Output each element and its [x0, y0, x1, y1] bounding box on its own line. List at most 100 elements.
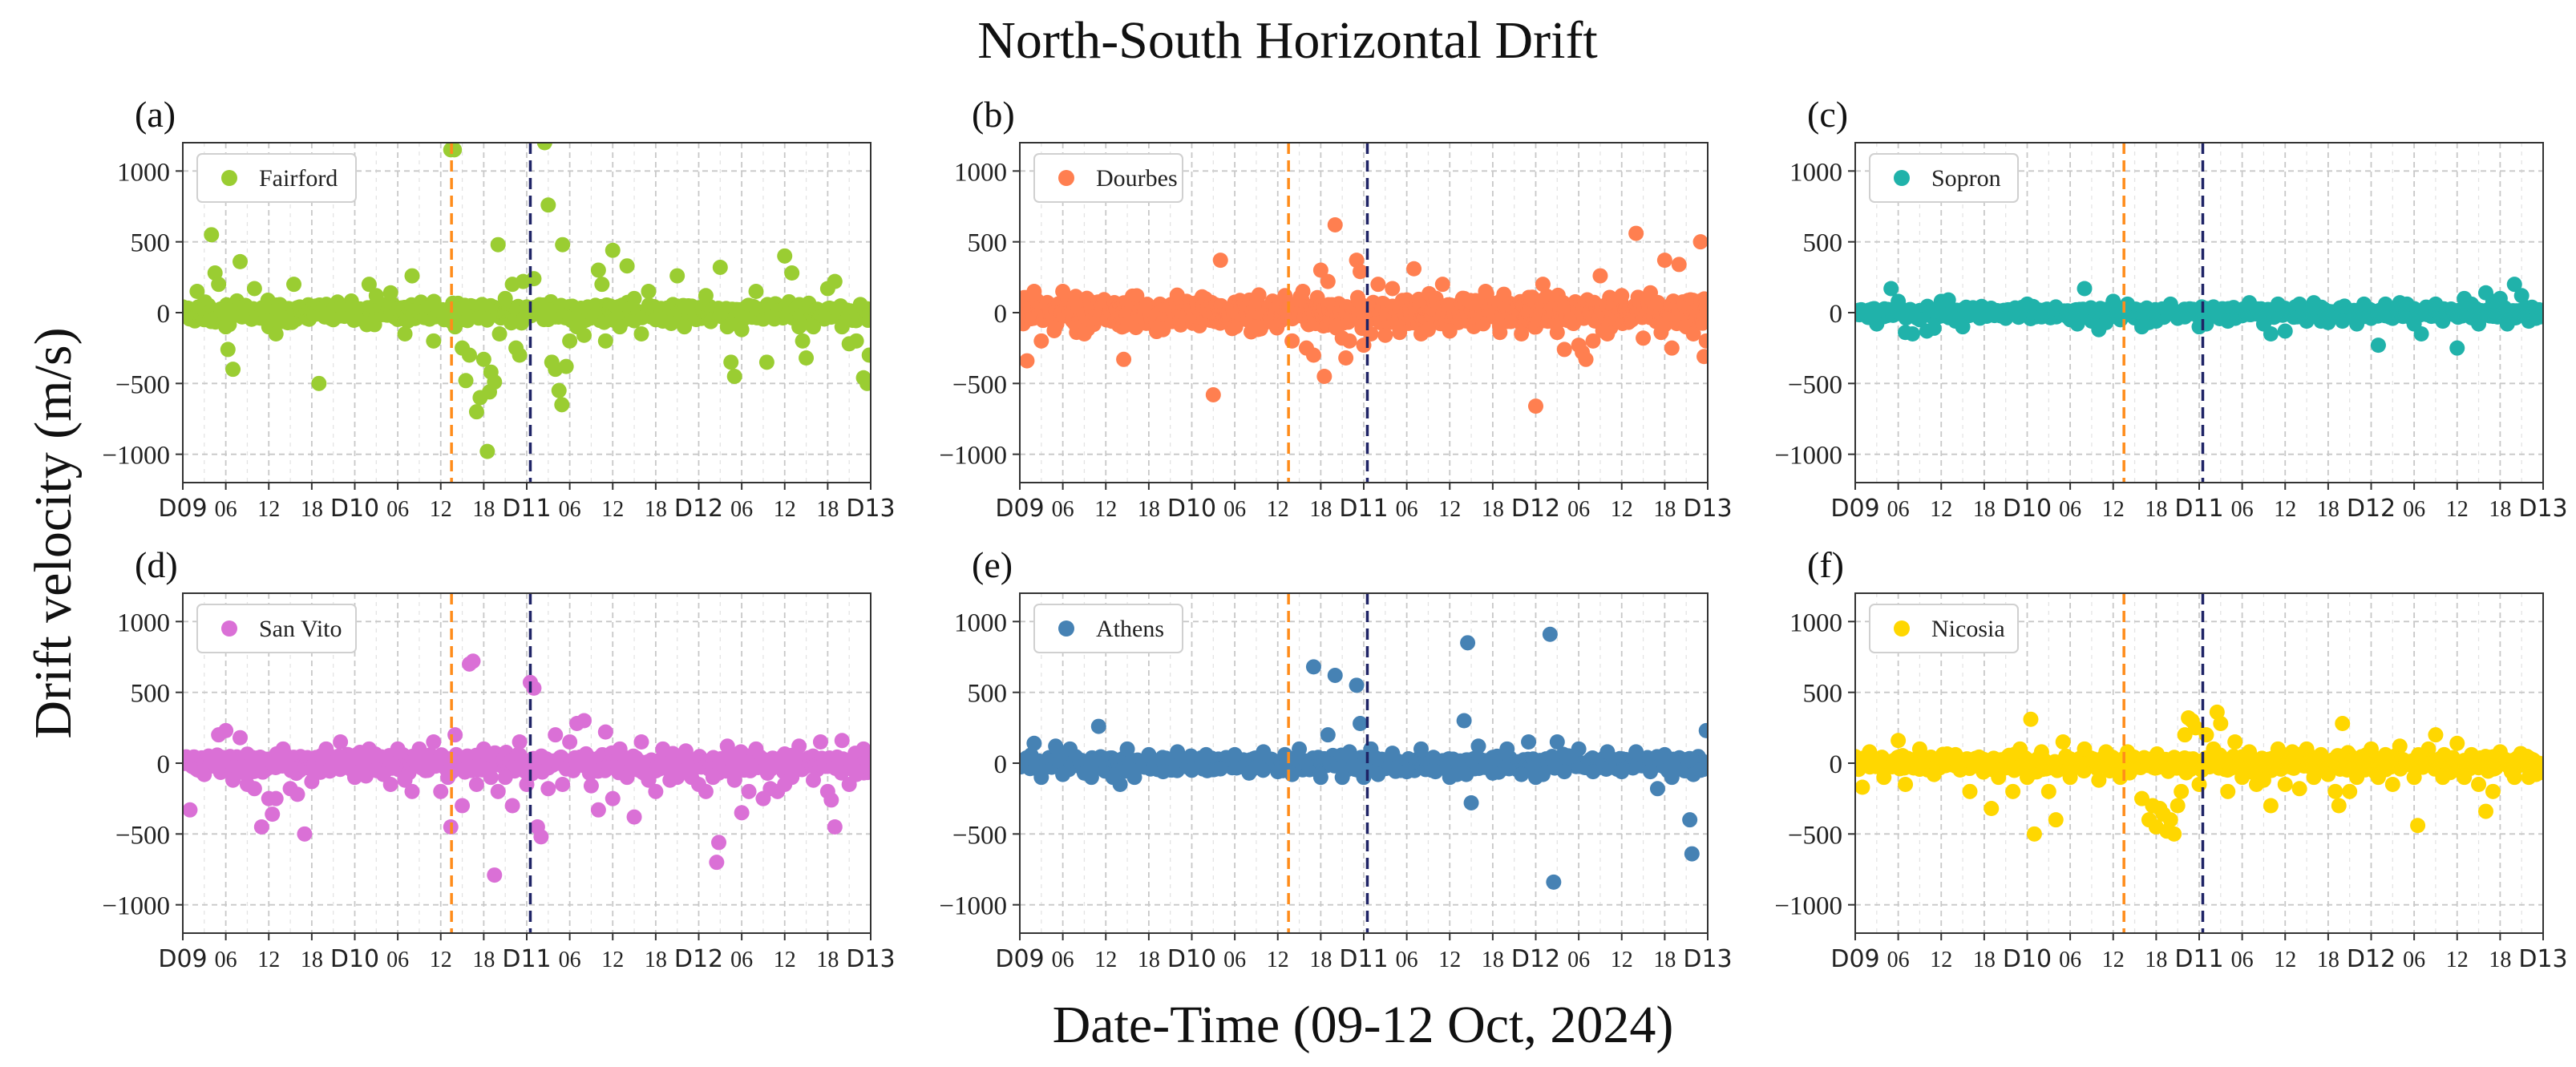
y-tick-label: 1000 [117, 608, 170, 637]
data-point-outlier [519, 299, 535, 315]
x-tick-label: 12 [430, 948, 452, 972]
data-point-outlier [791, 319, 807, 335]
data-point-outlier [576, 327, 592, 343]
data-point-outlier [1998, 310, 2014, 326]
data-point-outlier [526, 271, 542, 287]
x-tick-label: 12 [1611, 948, 1633, 972]
data-point-outlier [1033, 333, 1049, 349]
y-tick-label: 1000 [954, 158, 1007, 187]
x-tick-label: 18 [301, 497, 323, 522]
y-tick-label: 500 [131, 229, 171, 258]
data-point-outlier [1460, 635, 1476, 651]
data-point-outlier [1316, 369, 1332, 384]
x-tick-label: 18 [472, 948, 495, 972]
x-tick-label: 18 [2317, 497, 2339, 522]
data-point-outlier [462, 347, 477, 363]
data-point-outlier [519, 777, 535, 792]
data-point-outlier [861, 347, 871, 363]
legend-box [1869, 153, 2019, 203]
x-tick-label: D10 [1167, 495, 1216, 523]
scatter-points [1855, 704, 2543, 842]
data-point-outlier [806, 772, 821, 788]
data-point-outlier [748, 284, 764, 299]
data-point-outlier [2048, 299, 2064, 315]
data-point-outlier [562, 734, 578, 750]
data-point [1251, 287, 1267, 303]
data-point-outlier [1599, 326, 1616, 342]
data-point-outlier [265, 806, 281, 822]
data-point-outlier [555, 777, 571, 792]
data-point-outlier [1184, 762, 1199, 778]
data-point-outlier [1585, 333, 1601, 349]
x-tick-label: 06 [1052, 948, 1074, 972]
data-point-outlier [1684, 846, 1700, 862]
data-point-outlier [1284, 333, 1300, 349]
x-tick-label: 18 [2489, 497, 2511, 522]
data-point-outlier [1514, 766, 1530, 782]
data-point-outlier [734, 321, 750, 337]
data-point-outlier [1277, 746, 1293, 762]
x-tick-label: 06 [1396, 497, 1418, 522]
x-tick-label: 12 [1930, 497, 1952, 522]
data-point-outlier [497, 770, 513, 786]
data-point-outlier [726, 369, 742, 384]
legend-box [1033, 604, 1183, 653]
data-point-outlier [211, 277, 227, 293]
data-point-outlier [491, 326, 508, 342]
data-point-outlier [1385, 281, 1401, 297]
data-point-outlier [1585, 764, 1601, 780]
legend-box [196, 604, 357, 653]
data-point-outlier [204, 227, 220, 243]
data-point-outlier [848, 766, 864, 782]
data-point-outlier [1055, 284, 1071, 299]
data-point-outlier [1170, 744, 1186, 760]
data-point-outlier [626, 290, 642, 306]
data-point-outlier [576, 713, 592, 729]
data-point-outlier [2428, 296, 2444, 312]
data-point-outlier [2148, 313, 2164, 329]
data-point-outlier [512, 734, 528, 750]
data-point-outlier [698, 288, 714, 304]
data-point-outlier [784, 265, 800, 281]
x-tick-label: 06 [1567, 948, 1590, 972]
x-tick-label: 06 [386, 948, 409, 972]
data-point-outlier [286, 277, 302, 293]
data-point-outlier [2113, 312, 2129, 328]
data-point-outlier [268, 326, 284, 342]
data-point-outlier [2263, 326, 2279, 342]
data-point-outlier [220, 342, 236, 358]
data-point-outlier [275, 741, 291, 757]
data-point-outlier [551, 382, 567, 398]
x-tick-label: 18 [1653, 948, 1676, 972]
x-tick-label: D11 [2174, 495, 2223, 523]
data-point-outlier [2399, 296, 2415, 312]
data-point-outlier [1126, 770, 1142, 786]
data-point-outlier [619, 770, 635, 786]
x-tick-label: D11 [1339, 495, 1388, 523]
data-point-outlier [1305, 347, 1321, 363]
x-tick-label: 12 [257, 948, 280, 972]
data-point-outlier [196, 766, 212, 782]
data-point-outlier [1377, 327, 1393, 343]
data-point-outlier [669, 268, 685, 284]
panel-label: (e) [972, 544, 1013, 585]
legend-marker [1058, 170, 1074, 186]
x-tick-label: 18 [816, 948, 839, 972]
data-point-outlier [2370, 337, 2386, 354]
x-tick-label: 06 [559, 497, 581, 522]
data-point-outlier [2299, 313, 2315, 329]
y-tick-label: −500 [115, 370, 170, 399]
data-point-outlier [859, 375, 871, 391]
data-point-outlier [1692, 234, 1708, 250]
y-tick-label: −500 [952, 370, 1007, 399]
data-point-outlier [1883, 281, 1899, 297]
data-point-outlier [1664, 770, 1680, 786]
data-point-outlier [583, 778, 599, 794]
data-point-outlier [1277, 288, 1293, 304]
data-point-outlier [2528, 310, 2543, 326]
data-point-outlier [1284, 766, 1300, 782]
data-point-outlier [2492, 290, 2508, 306]
data-point-outlier [597, 724, 613, 740]
y-tick-label: 1000 [1789, 158, 1842, 187]
